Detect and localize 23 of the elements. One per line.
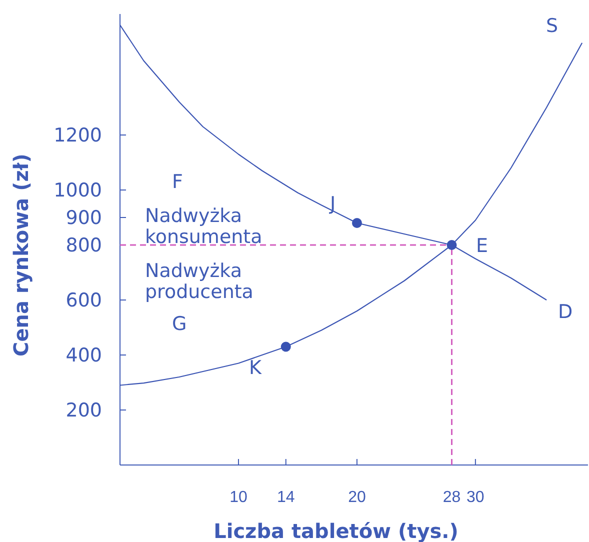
x-axis-title: Liczba tabletów (tys.) (214, 519, 458, 542)
x-tick-label: 20 (348, 489, 366, 506)
y-axis-title: Cena rynkowa (zł) (9, 154, 33, 356)
x-tick-label: 10 (230, 489, 248, 506)
annotation: F (172, 171, 183, 193)
annotation: G (172, 313, 187, 335)
annotation: Nadwyżka producenta (145, 260, 254, 303)
annotation: K (249, 357, 262, 379)
x-tick-label: 30 (466, 489, 484, 506)
annotation: S (546, 15, 558, 37)
y-tick-label: 400 (66, 344, 102, 367)
annotation: Nadwyżka konsumenta (145, 205, 262, 248)
y-tick-label: 200 (66, 400, 102, 422)
y-tick-label: 1200 (54, 124, 102, 147)
x-tick-label: 28 (442, 489, 461, 506)
annotation: J (329, 193, 336, 215)
annotation: E (476, 235, 488, 257)
y-tick-label: 600 (66, 290, 102, 312)
y-tick-label: 800 (66, 234, 102, 257)
y-tick-label: 900 (66, 207, 102, 230)
y-tick-label: 1000 (54, 180, 102, 202)
x-tick-label: 14 (276, 489, 295, 506)
annotation: D (558, 301, 573, 323)
